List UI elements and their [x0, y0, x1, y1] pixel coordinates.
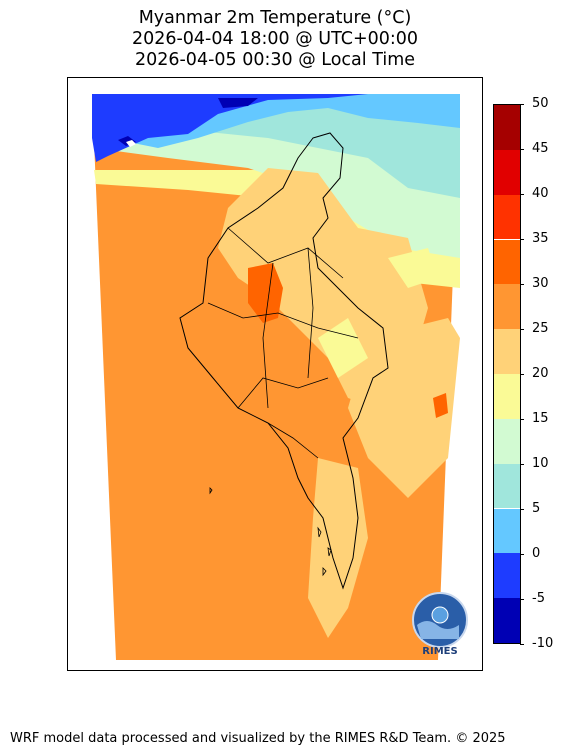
- colorbar-tick-label: 20: [532, 366, 549, 381]
- colorbar-segment: [494, 239, 520, 285]
- myanmar-border: [179, 132, 389, 590]
- colorbar-tick: [520, 194, 524, 195]
- colorbar-tick-label: 30: [532, 276, 549, 291]
- title-line-2: 2026-04-04 18:00 @ UTC+00:00: [131, 29, 419, 49]
- colorbar-tick-label: 25: [532, 321, 549, 336]
- colorbar-segment: [494, 553, 520, 599]
- temperature-map: [92, 94, 460, 660]
- colorbar-tick-label: 0: [532, 546, 541, 561]
- colorbar-tick-label: 35: [532, 231, 549, 246]
- colorbar-tick: [520, 104, 524, 105]
- colorbar-tick: [520, 599, 524, 600]
- colorbar-tick: [520, 509, 524, 510]
- colorbar-tick: [520, 464, 524, 465]
- chart-title: Myanmar 2m Temperature (°C) 2026-04-04 1…: [0, 8, 550, 71]
- zone-neg5-0-north: [92, 94, 368, 162]
- zone-20-25-east: [348, 318, 460, 498]
- rimes-logo-icon: [412, 592, 468, 648]
- colorbar-tick: [520, 329, 524, 330]
- colorbar-segment: [494, 194, 520, 240]
- colorbar-tick: [520, 644, 524, 645]
- state-boundaries: [207, 227, 359, 459]
- colorbar-tick: [520, 149, 524, 150]
- snow-spot: [126, 140, 136, 147]
- colorbar-tick: [520, 419, 524, 420]
- colorbar-segment: [494, 329, 520, 374]
- colorbar-segment: [494, 149, 520, 195]
- colorbar-tick-label: -5: [532, 591, 545, 606]
- colorbar-segment: [494, 105, 520, 150]
- colorbar-tick-label: -10: [532, 636, 554, 651]
- colorbar-tick-label: 10: [532, 456, 549, 471]
- colorbar-tick: [520, 239, 524, 240]
- map-frame: [67, 77, 483, 671]
- colorbar-tick: [520, 374, 524, 375]
- colorbar-segment: [494, 418, 520, 464]
- colorbar-tick-label: 45: [532, 141, 549, 156]
- zone-15-20-patch: [318, 248, 438, 378]
- zone-30-35-east: [433, 393, 448, 418]
- colorbar-segment: [494, 463, 520, 509]
- colorbar-tick-label: 40: [532, 186, 549, 201]
- logo-label: RIMES: [422, 646, 458, 657]
- colorbar: [493, 104, 521, 644]
- zone-20-25-south: [308, 458, 368, 638]
- colorbar-tick-label: 5: [532, 501, 541, 516]
- colorbar-tick-label: 15: [532, 411, 549, 426]
- colorbar-tick: [520, 554, 524, 555]
- colorbar-tick: [520, 284, 524, 285]
- rimes-logo: RIMES: [407, 591, 473, 661]
- footer-credit: WRF model data processed and visualized …: [10, 731, 506, 746]
- colorbar-segment: [494, 598, 520, 643]
- colorbar-segment: [494, 508, 520, 554]
- colorbar-segment: [494, 284, 520, 330]
- colorbar-tick-label: 50: [532, 96, 549, 111]
- zone-30-35-dry-zone: [248, 263, 283, 323]
- colorbar-segment: [494, 374, 520, 419]
- coast-islands: [209, 487, 332, 577]
- title-line-1: Myanmar 2m Temperature (°C): [138, 8, 412, 28]
- title-line-3: 2026-04-05 00:30 @ Local Time: [134, 50, 416, 70]
